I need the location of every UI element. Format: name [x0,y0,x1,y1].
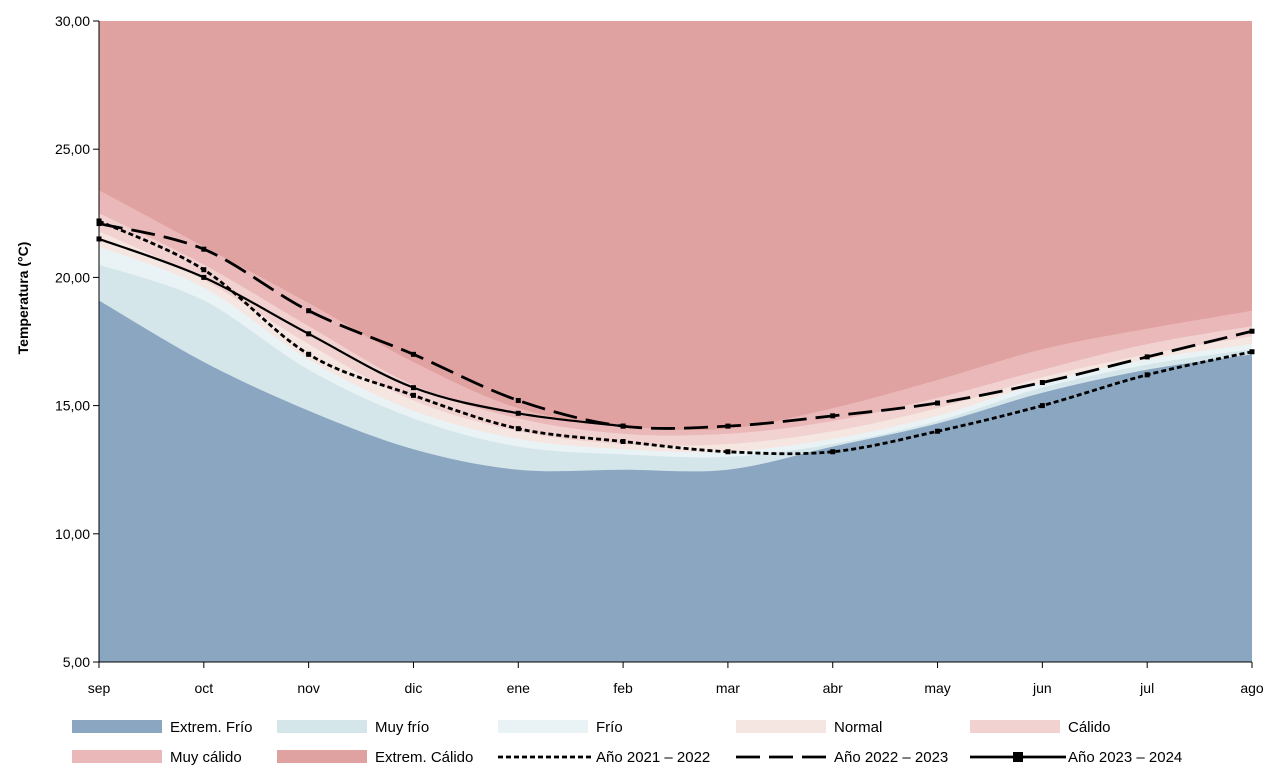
series-1-point [515,397,521,403]
legend-label: Normal [834,719,882,736]
legend-swatch [277,750,367,763]
series-1-point [830,413,836,419]
legend-label: Año 2023 – 2024 [1068,749,1182,766]
x-tick-label: sep [88,680,111,696]
series-0-point [96,218,102,224]
series-2-point [410,385,416,391]
series-2-point [306,331,312,337]
series-line-2 [98,237,624,428]
series-2-point [201,274,207,280]
chart-legend: Extrem. Frío Muy frío Frío Normal Cálido Muy … [72,719,1182,766]
x-tick-label: nov [297,680,320,696]
legend-swatch [72,750,162,763]
series-1-point [1249,328,1255,334]
x-tick-label: jun [1032,680,1052,696]
y-tick-label: 30,00 [55,13,90,29]
x-tick-label: may [924,680,950,696]
series-0-point [725,449,731,455]
legend-label: Frío [596,719,623,736]
series-0-point [935,428,941,434]
legend-label: Año 2022 – 2023 [834,749,948,766]
series-0-point [1144,372,1150,378]
legend-swatch [277,720,367,733]
series-1-point [306,308,312,314]
legend-label: Extrem. Cálido [375,749,473,766]
legend-label: Muy frío [375,719,429,736]
x-tick-label: dic [405,680,423,696]
temperature-bands [99,21,1252,663]
series-1-point [1039,380,1045,386]
chart-axes: 5,00 10,00 15,00 20,00 25,00 30,00 sep oct nov di… [55,13,1264,696]
band-6 [99,300,1252,662]
y-tick-label: 5,00 [63,654,90,670]
series-2-point [96,236,102,242]
legend-swatch [970,720,1060,733]
series-1-point [725,423,731,429]
series-1-point [201,246,207,252]
y-axis-title: Temperatura (°C) [15,242,31,355]
legend-label: Extrem. Frío [170,719,253,736]
series-0-point [830,449,836,455]
series-0-point [1039,403,1045,409]
series-1-point [410,351,416,357]
series-0-point [515,426,521,432]
x-tick-label: mar [716,680,740,696]
x-tick-label: oct [194,680,213,696]
series-0-point [201,267,207,273]
series-line-1 [98,222,1253,430]
series-0-point [620,438,626,444]
y-tick-label: 10,00 [55,526,90,542]
series-1-point [935,400,941,406]
legend-swatch [498,720,588,733]
series-1-point [96,221,102,227]
series-0-point [1249,349,1255,355]
series-2-point [620,423,626,429]
x-tick-label: jul [1139,680,1154,696]
y-tick-label: 25,00 [55,141,90,157]
legend-swatch [736,720,826,733]
legend-marker [1013,752,1023,762]
series-0-point [306,351,312,357]
y-tick-label: 20,00 [55,269,90,285]
legend-label: Cálido [1068,719,1111,736]
series-line-0 [98,219,1253,456]
series-1-point [1144,354,1150,360]
y-tick-label: 15,00 [55,398,90,414]
x-tick-label: ago [1240,680,1264,696]
x-tick-label: ene [507,680,531,696]
legend-swatch [72,720,162,733]
year-series-lines [96,218,1255,456]
legend-label: Año 2021 – 2022 [596,749,710,766]
series-2-point [515,410,521,416]
series-0-point [410,392,416,398]
legend-label: Muy cálido [170,749,242,766]
x-tick-label: feb [613,680,633,696]
x-tick-label: abr [823,680,844,696]
